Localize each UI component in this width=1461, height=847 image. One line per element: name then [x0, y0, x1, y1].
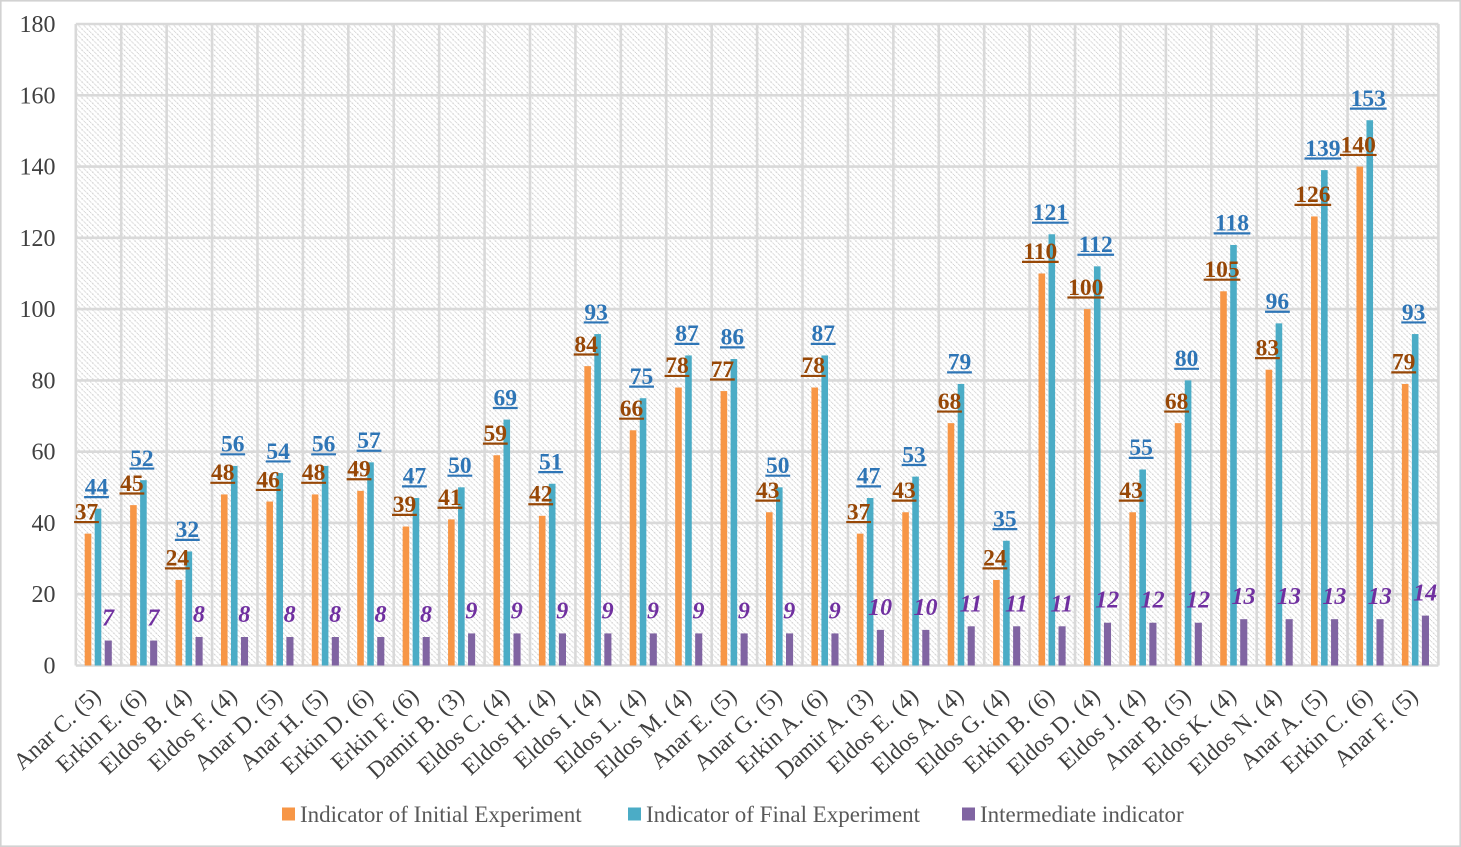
svg-text:44: 44	[85, 474, 109, 500]
svg-text:9: 9	[511, 598, 523, 624]
svg-text:80: 80	[1175, 346, 1199, 372]
svg-text:37: 37	[847, 499, 871, 525]
svg-text:24: 24	[983, 546, 1007, 572]
svg-text:79: 79	[948, 350, 972, 376]
svg-text:43: 43	[756, 478, 780, 504]
svg-text:32: 32	[176, 517, 200, 543]
svg-text:9: 9	[783, 598, 795, 624]
svg-text:87: 87	[811, 321, 835, 347]
svg-text:59: 59	[484, 421, 508, 447]
svg-text:10: 10	[868, 595, 892, 621]
svg-text:51: 51	[539, 449, 563, 475]
svg-text:8: 8	[375, 602, 387, 628]
svg-text:50: 50	[448, 453, 472, 479]
svg-text:42: 42	[529, 482, 553, 508]
svg-text:50: 50	[766, 453, 790, 479]
svg-text:13: 13	[1368, 584, 1392, 610]
svg-text:Intermediate indicator: Intermediate indicator	[980, 802, 1184, 827]
svg-text:55: 55	[1129, 435, 1153, 461]
svg-text:41: 41	[438, 485, 462, 511]
svg-text:93: 93	[1402, 300, 1426, 326]
svg-text:68: 68	[1165, 389, 1189, 415]
svg-text:56: 56	[221, 432, 245, 458]
svg-text:9: 9	[738, 598, 750, 624]
svg-text:100: 100	[20, 297, 56, 323]
svg-text:14: 14	[1413, 581, 1437, 607]
svg-text:68: 68	[938, 389, 962, 415]
svg-text:60: 60	[32, 440, 56, 466]
svg-text:8: 8	[238, 602, 250, 628]
svg-text:7: 7	[147, 606, 160, 632]
svg-text:12: 12	[1186, 588, 1210, 614]
svg-text:Indicator of Final Experiment: Indicator of Final Experiment	[646, 802, 921, 827]
svg-text:57: 57	[357, 428, 381, 454]
svg-text:7: 7	[102, 606, 115, 632]
svg-text:93: 93	[584, 300, 608, 326]
svg-text:75: 75	[630, 364, 654, 390]
svg-text:48: 48	[211, 460, 235, 486]
svg-text:13: 13	[1232, 584, 1256, 610]
svg-text:9: 9	[556, 598, 568, 624]
svg-text:20: 20	[32, 582, 56, 608]
svg-text:52: 52	[130, 446, 154, 472]
svg-text:8: 8	[284, 602, 296, 628]
svg-text:78: 78	[665, 353, 689, 379]
svg-text:47: 47	[403, 464, 427, 490]
svg-text:47: 47	[857, 464, 881, 490]
svg-text:46: 46	[256, 467, 280, 493]
svg-text:35: 35	[993, 506, 1017, 532]
svg-text:0: 0	[44, 654, 56, 680]
svg-text:9: 9	[465, 598, 477, 624]
svg-text:180: 180	[20, 12, 56, 38]
svg-text:9: 9	[602, 598, 614, 624]
svg-text:77: 77	[711, 357, 735, 383]
svg-text:53: 53	[902, 442, 926, 468]
svg-text:10: 10	[914, 595, 938, 621]
svg-text:8: 8	[329, 602, 341, 628]
svg-text:8: 8	[193, 602, 205, 628]
svg-text:120: 120	[20, 226, 56, 252]
svg-text:83: 83	[1256, 335, 1280, 361]
svg-text:48: 48	[302, 460, 326, 486]
svg-text:79: 79	[1392, 350, 1416, 376]
svg-text:40: 40	[32, 511, 56, 537]
svg-text:11: 11	[960, 591, 983, 617]
svg-text:11: 11	[1005, 591, 1028, 617]
svg-text:12: 12	[1141, 588, 1165, 614]
svg-text:9: 9	[692, 598, 704, 624]
svg-text:11: 11	[1050, 591, 1073, 617]
svg-text:8: 8	[420, 602, 432, 628]
svg-text:Indicator of Initial Experimen: Indicator of Initial Experiment	[300, 802, 582, 827]
svg-text:9: 9	[829, 598, 841, 624]
svg-text:78: 78	[801, 353, 825, 379]
svg-text:43: 43	[1119, 478, 1143, 504]
svg-text:13: 13	[1277, 584, 1301, 610]
svg-text:84: 84	[574, 332, 598, 358]
svg-text:160: 160	[20, 83, 56, 109]
svg-text:37: 37	[75, 499, 99, 525]
svg-text:43: 43	[892, 478, 916, 504]
svg-text:80: 80	[32, 368, 56, 394]
svg-text:66: 66	[620, 396, 644, 422]
svg-text:140: 140	[20, 155, 56, 181]
svg-text:39: 39	[393, 492, 417, 518]
svg-text:49: 49	[347, 457, 371, 483]
svg-text:69: 69	[494, 385, 518, 411]
svg-text:87: 87	[675, 321, 699, 347]
svg-text:86: 86	[721, 325, 745, 351]
svg-text:12: 12	[1095, 588, 1119, 614]
svg-text:45: 45	[120, 471, 144, 497]
svg-text:54: 54	[266, 439, 290, 465]
svg-text:96: 96	[1266, 289, 1290, 315]
svg-text:13: 13	[1322, 584, 1346, 610]
svg-text:9: 9	[647, 598, 659, 624]
svg-text:24: 24	[166, 546, 190, 572]
svg-text:56: 56	[312, 432, 336, 458]
